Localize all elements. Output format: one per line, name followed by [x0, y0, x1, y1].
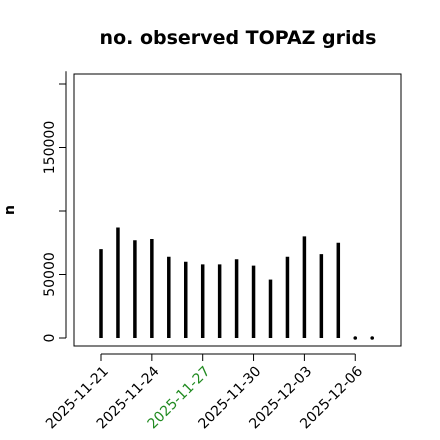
y-tick-label: 150000 — [42, 121, 58, 174]
plot-frame — [73, 73, 402, 347]
y-axis: 0 50000 150000 — [42, 71, 67, 343]
y-axis-label: n — [2, 205, 18, 215]
chart-title: no. observed TOPAZ grids — [100, 27, 377, 49]
bars — [99, 227, 375, 340]
bar-zero-point — [370, 336, 375, 340]
y-tick-label: 0 — [42, 334, 58, 343]
y-tick-label: 50000 — [42, 252, 58, 297]
x-axis: 2025-11-212025-11-242025-11-272025-11-30… — [43, 353, 366, 432]
bar-zero-point — [353, 336, 358, 340]
